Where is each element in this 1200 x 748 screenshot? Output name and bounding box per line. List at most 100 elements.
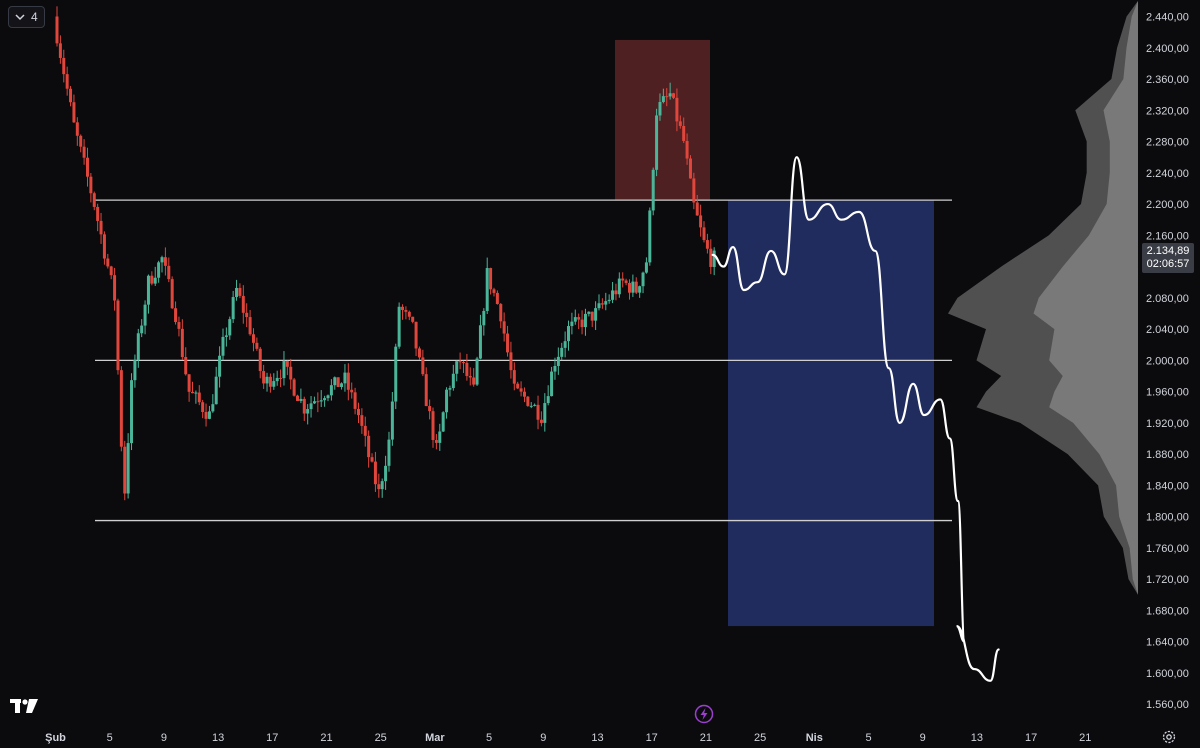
chevron-down-icon [15, 13, 25, 20]
price-axis[interactable]: 2.440,00 2.400,00 2.360,00 2.320,00 2.280,00… [1146, 12, 1189, 712]
candle-body [62, 57, 66, 75]
candle-body [380, 481, 384, 490]
candle-body [634, 281, 638, 293]
candle-body [648, 210, 652, 263]
candle-body [594, 308, 598, 321]
candle-body [607, 299, 611, 302]
time-axis[interactable]: Şub 5 9 13 17 21 25 Mar 5 9 13 17 21 25 Nis 5 9 13 17 21 [45, 732, 1091, 744]
candle-body [367, 435, 371, 458]
candle-body [116, 300, 120, 371]
price-tick-label: 2.400,00 [1146, 43, 1189, 55]
candle-body [336, 377, 340, 387]
candle-body [533, 404, 537, 406]
gear-icon[interactable] [1161, 729, 1177, 745]
time-tick-label: 25 [754, 732, 766, 744]
candle-body [241, 295, 245, 313]
candle-body [709, 248, 713, 267]
candle-body [302, 398, 306, 414]
candle-body [458, 361, 462, 363]
candle-body [326, 395, 330, 399]
candle-body [499, 304, 503, 322]
candle-body [387, 439, 391, 466]
candle-body [55, 16, 59, 44]
candle-body [546, 396, 550, 404]
time-tick-label: 13 [212, 732, 224, 744]
time-tick-label: Nis [806, 732, 823, 744]
candle-body [536, 404, 540, 420]
candle-body [651, 169, 655, 211]
candle-body [211, 404, 215, 412]
candle-body [702, 227, 706, 241]
price-tick-label: 1.720,00 [1146, 574, 1189, 586]
tradingview-logo-icon[interactable] [10, 698, 40, 716]
candle-body [631, 281, 635, 293]
candle-body [157, 262, 161, 278]
candle-body [695, 202, 699, 216]
candle-body [614, 290, 618, 295]
lightning-icon[interactable] [694, 704, 714, 724]
candle-body [113, 275, 117, 301]
price-tick-label: 1.880,00 [1146, 449, 1189, 461]
supply-zone [615, 39, 710, 201]
candle-body [201, 402, 205, 413]
time-tick-label: Şub [45, 732, 66, 744]
candle-body [58, 43, 62, 58]
candle-body [668, 93, 672, 97]
candle-body [370, 457, 374, 462]
countdown-value: 02:06:57 [1146, 258, 1190, 270]
time-tick-label: Mar [425, 732, 445, 744]
candle-body [306, 409, 310, 414]
candle-body [411, 316, 415, 322]
candle-body [482, 310, 486, 326]
candle-body [472, 377, 476, 385]
candle-body [658, 102, 662, 116]
candle-body [455, 361, 459, 374]
candle-body [69, 88, 73, 103]
candle-body [580, 319, 584, 328]
candle-body [184, 357, 188, 375]
candle-body [346, 372, 350, 390]
candle-body [577, 317, 581, 320]
candle-body [146, 275, 150, 305]
candle-body [543, 403, 547, 423]
interval-button[interactable]: 4 [8, 6, 45, 28]
candle-body [462, 361, 465, 363]
candle-body [191, 391, 194, 394]
candle-body [89, 176, 93, 194]
price-tick-label: 1.920,00 [1146, 418, 1189, 430]
time-tick-label: 13 [971, 732, 983, 744]
candle-body [485, 268, 489, 311]
time-tick-label: 17 [266, 732, 278, 744]
candle-body [519, 388, 523, 392]
price-tick-label: 1.800,00 [1146, 512, 1189, 524]
candle-body [207, 411, 211, 419]
price-tick-label: 2.000,00 [1146, 355, 1189, 367]
candle-body [170, 279, 174, 309]
candle-body [678, 121, 682, 126]
candle-body [82, 146, 86, 158]
candle-body [529, 405, 533, 407]
candle-body [296, 395, 300, 401]
volume-profile-value-area [1033, 0, 1138, 595]
candle-body [180, 328, 184, 358]
candle-body [705, 240, 709, 249]
candle-body [136, 333, 140, 361]
candle-body [384, 465, 388, 482]
projection-layer [711, 156, 1000, 682]
candle-body [526, 396, 530, 406]
price-tick-label: 1.560,00 [1146, 699, 1189, 711]
candle-body [539, 419, 543, 423]
levels-layer [95, 199, 952, 522]
candle-body [448, 388, 452, 390]
candle-body [685, 140, 689, 159]
projection-curve [711, 156, 1000, 682]
candle-body [329, 385, 333, 396]
candle-body [340, 383, 344, 387]
candle-body [621, 278, 625, 281]
time-tick-label: 9 [540, 732, 546, 744]
price-tick-label: 2.160,00 [1146, 230, 1189, 242]
price-tick-label: 2.280,00 [1146, 137, 1189, 149]
candle-body [174, 308, 178, 323]
